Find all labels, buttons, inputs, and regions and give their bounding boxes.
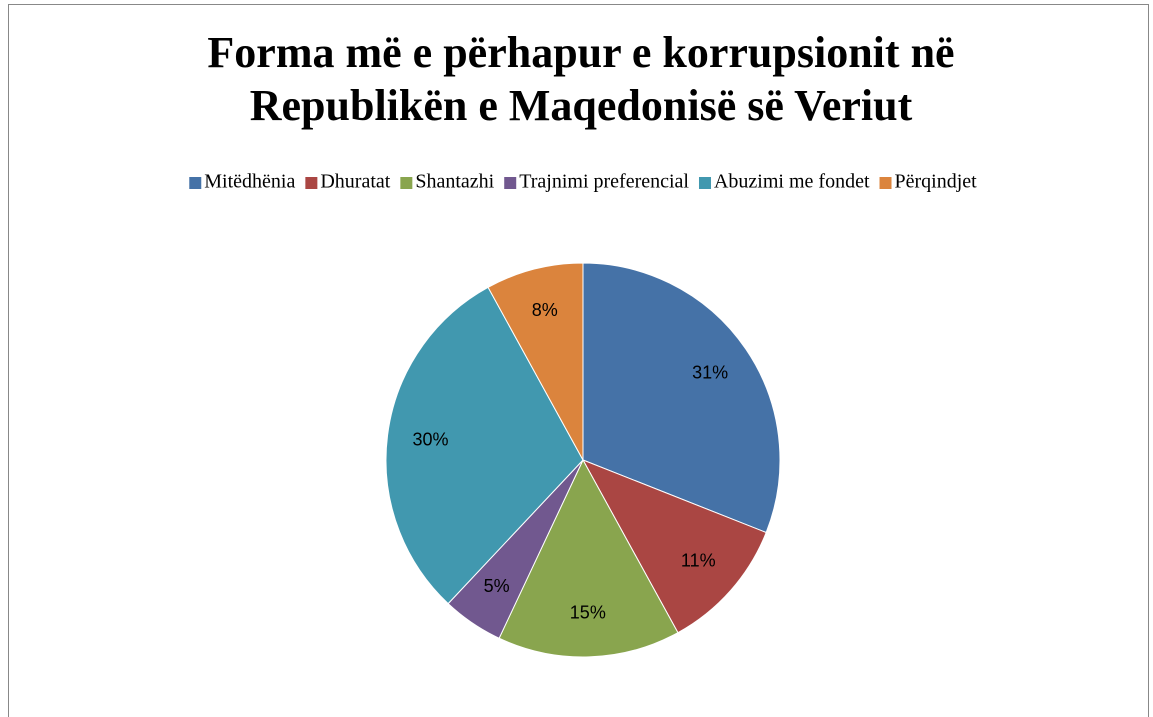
legend-label: Trajnimi preferencial bbox=[519, 171, 689, 193]
legend-swatch bbox=[879, 177, 892, 189]
legend-label: Abuzimi me fondet bbox=[714, 171, 870, 193]
pie-slice bbox=[582, 262, 781, 534]
legend-label: Përqindjet bbox=[895, 171, 978, 193]
data-label: 8% bbox=[532, 300, 558, 320]
legend-label: Mitëdhënia bbox=[204, 171, 295, 193]
legend-label: Dhuratat bbox=[320, 171, 390, 193]
legend: Mitëdhënia Dhuratat Shantazhi Trajnimi pref… bbox=[189, 171, 977, 193]
legend-swatch bbox=[698, 177, 711, 189]
data-label: 15% bbox=[570, 602, 606, 622]
pie-slice bbox=[581, 459, 767, 634]
chart-border bbox=[8, 4, 1149, 717]
pie-slice bbox=[385, 286, 584, 605]
data-label: 11% bbox=[681, 550, 716, 570]
data-label: 5% bbox=[484, 576, 510, 596]
data-label: 31% bbox=[692, 362, 728, 382]
legend-swatch bbox=[189, 177, 202, 189]
legend-swatch bbox=[504, 177, 517, 189]
chart-title: Forma më e përhapur e korrupsionit në Re… bbox=[207, 28, 955, 130]
legend-label: Shantazhi bbox=[415, 171, 494, 193]
pie-slice bbox=[487, 262, 584, 461]
legend-swatch bbox=[305, 177, 318, 189]
legend-swatch bbox=[400, 177, 413, 189]
pie-slice bbox=[498, 458, 679, 658]
data-label: 30% bbox=[413, 429, 449, 449]
